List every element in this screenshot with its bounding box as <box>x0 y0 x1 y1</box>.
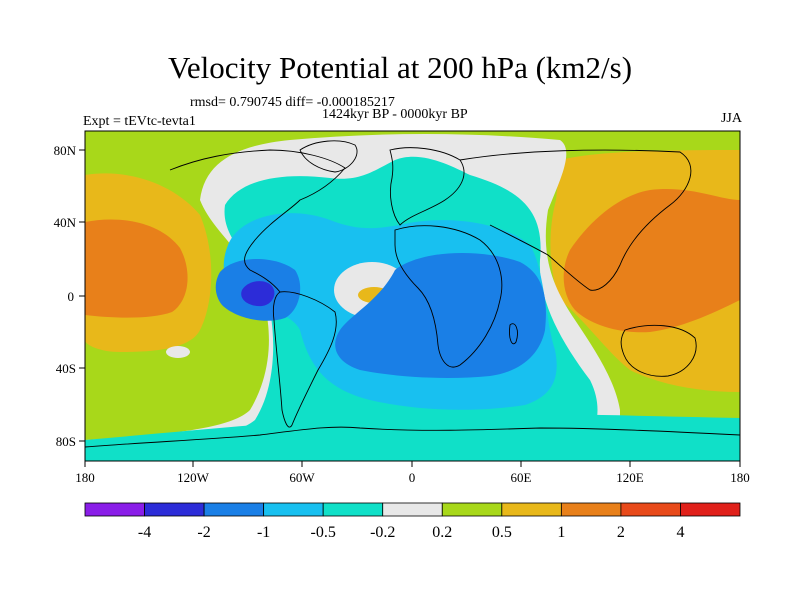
colorbar-label-3: -0.5 <box>311 524 336 541</box>
coast-africa <box>394 225 503 368</box>
coast-asia <box>459 149 692 291</box>
field-negative-faint-south <box>85 413 740 461</box>
colorbar-label-7: 1 <box>557 524 565 541</box>
coast-europe <box>389 147 465 226</box>
field-asia-pacific-mid <box>563 188 740 333</box>
field-pacific-west-mid <box>85 219 188 318</box>
colorbar-label-9: 4 <box>676 524 684 541</box>
x-tick-label-2: 60W <box>289 470 315 485</box>
season-label: JJA <box>720 111 742 126</box>
field-negative-mid-africa <box>335 252 546 378</box>
colorbar: -4 -2 -1 -0.5 -0.2 0.2 0.5 1 2 4 <box>84 502 741 541</box>
stats-label: rmsd= 0.790745 diff= -0.000185217 <box>190 95 395 110</box>
field-negative-strong-core <box>241 281 275 307</box>
colorbar-box-4 <box>322 502 384 517</box>
colorbar-box-7 <box>501 502 562 517</box>
colorbar-box-10 <box>680 502 741 517</box>
colorbar-label-0: -4 <box>138 524 151 541</box>
y-tick-label-0: 80N <box>54 143 77 158</box>
colorbar-box-0 <box>84 502 145 517</box>
coast-madagascar <box>509 323 518 345</box>
x-tick-label-4: 60E <box>511 470 532 485</box>
colorbar-label-2: -1 <box>257 524 270 541</box>
x-tick-label-5: 120E <box>616 470 644 485</box>
field-pacific-west-neutral-spot <box>166 346 190 358</box>
experiment-label: Expt = tEVtc-tevta1 <box>83 114 196 129</box>
colorbar-box-3 <box>263 502 324 517</box>
y-tick-label-1: 40N <box>54 215 77 230</box>
y-tick-label-3: 40S <box>56 361 76 376</box>
colorbar-box-1 <box>144 502 205 517</box>
y-tick-label-4: 80S <box>56 434 76 449</box>
coastlines <box>85 140 740 448</box>
coast-antarctica <box>85 426 740 448</box>
colorbar-box-2 <box>203 502 265 517</box>
colorbar-box-8 <box>560 502 622 517</box>
coast-north-america <box>169 149 346 293</box>
colorbar-box-6 <box>441 502 503 517</box>
coast-australia <box>620 324 697 377</box>
period-label: 1424kyr BP - 0000kyr BP <box>322 107 468 122</box>
map-title: Velocity Potential at 200 hPa (km2/s) <box>167 50 633 85</box>
colorbar-label-1: -2 <box>197 524 210 541</box>
y-tick-label-2: 0 <box>68 289 75 304</box>
velocity-potential-field <box>85 131 740 461</box>
coast-greenland <box>299 140 358 173</box>
x-tick-label-0: 180 <box>75 470 95 485</box>
x-tick-label-3: 0 <box>409 470 416 485</box>
x-tick-label-6: 180 <box>730 470 750 485</box>
colorbar-label-6: 0.5 <box>492 524 512 541</box>
colorbar-label-4: -0.2 <box>370 524 395 541</box>
colorbar-label-8: 2 <box>617 524 625 541</box>
map-ticks <box>79 149 741 467</box>
colorbar-label-5: 0.2 <box>432 524 452 541</box>
coast-south-america <box>272 291 337 428</box>
colorbar-box-5 <box>382 502 443 517</box>
colorbar-box-9 <box>620 502 681 517</box>
x-tick-label-1: 120W <box>177 470 210 485</box>
